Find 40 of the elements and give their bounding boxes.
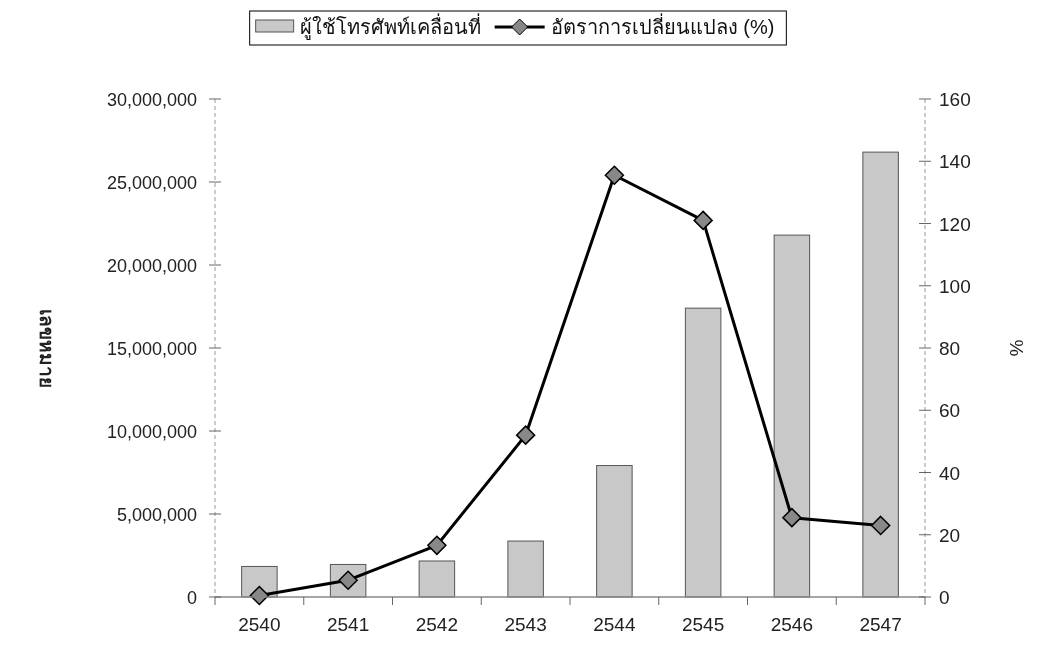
y-tick-label: 15,000,000 xyxy=(106,339,197,359)
y2-tick-label: 80 xyxy=(939,338,961,359)
bar xyxy=(418,560,456,598)
point xyxy=(604,165,625,186)
bar xyxy=(862,151,899,598)
y2-tick-label: 120 xyxy=(939,213,971,235)
y2-tick-label: 40 xyxy=(939,462,961,484)
x-tick-label: 2544 xyxy=(593,614,636,635)
point xyxy=(782,507,802,528)
y2-tick-label: 20 xyxy=(939,524,961,546)
y2-tick-label: 160 xyxy=(939,89,971,110)
bar xyxy=(507,540,544,598)
x-tick-label: 2540 xyxy=(238,614,281,635)
x-tick-label: 2541 xyxy=(326,614,370,635)
x-tick-label: 2545 xyxy=(681,614,725,635)
y-tick-label: 5,000,000 xyxy=(116,505,197,525)
y2-axis-title: % xyxy=(1006,339,1027,357)
point xyxy=(693,210,713,231)
x-tick-label: 2543 xyxy=(504,614,547,635)
y-tick-label: 10,000,000 xyxy=(106,422,197,442)
bar xyxy=(596,465,633,598)
point xyxy=(515,425,536,445)
y-tick-label: 30,000,000 xyxy=(106,90,197,110)
y-axis-title: เลขหมาย xyxy=(36,308,57,388)
legend-label: อัตราการเปลี่ยนแปลง (%) xyxy=(550,13,775,38)
y-tick-label: 25,000,000 xyxy=(106,173,197,193)
bar xyxy=(773,234,811,598)
y-tick-label: 20,000,000 xyxy=(106,256,197,276)
y2-tick-label: 140 xyxy=(939,151,971,173)
y2-tick-label: 60 xyxy=(939,400,961,422)
legend-label: ผู้ใช้โทรศัพท์เคลื่อนที่ xyxy=(299,13,481,40)
y-tick-label: 0 xyxy=(186,588,197,608)
x-tick-label: 2546 xyxy=(770,614,814,635)
y2-tick-label: 100 xyxy=(939,275,971,297)
bar xyxy=(684,307,722,598)
x-tick-label: 2542 xyxy=(415,614,459,635)
x-tick-label: 2547 xyxy=(859,614,902,635)
point xyxy=(870,515,891,536)
point xyxy=(427,535,447,556)
y2-tick-label: 0 xyxy=(939,587,950,608)
